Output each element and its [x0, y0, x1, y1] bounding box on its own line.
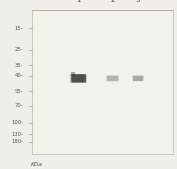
Text: KDa: KDa: [30, 162, 42, 167]
Text: 130-: 130-: [12, 132, 23, 137]
FancyBboxPatch shape: [70, 74, 84, 82]
Text: 3: 3: [136, 0, 140, 3]
Text: 25-: 25-: [15, 47, 23, 52]
Text: 55-: 55-: [15, 89, 23, 94]
Text: 70-: 70-: [15, 103, 23, 108]
Text: 15-: 15-: [15, 26, 23, 31]
FancyBboxPatch shape: [71, 74, 86, 82]
FancyBboxPatch shape: [107, 76, 119, 81]
Text: 40-: 40-: [15, 73, 23, 78]
Text: 100-: 100-: [11, 120, 23, 125]
Text: 2: 2: [110, 0, 115, 3]
FancyBboxPatch shape: [133, 76, 143, 81]
Text: 180-: 180-: [11, 139, 23, 144]
Text: 1: 1: [76, 0, 81, 3]
Text: 35-: 35-: [15, 63, 23, 68]
Bar: [71, 72, 75, 76]
FancyBboxPatch shape: [72, 74, 87, 82]
